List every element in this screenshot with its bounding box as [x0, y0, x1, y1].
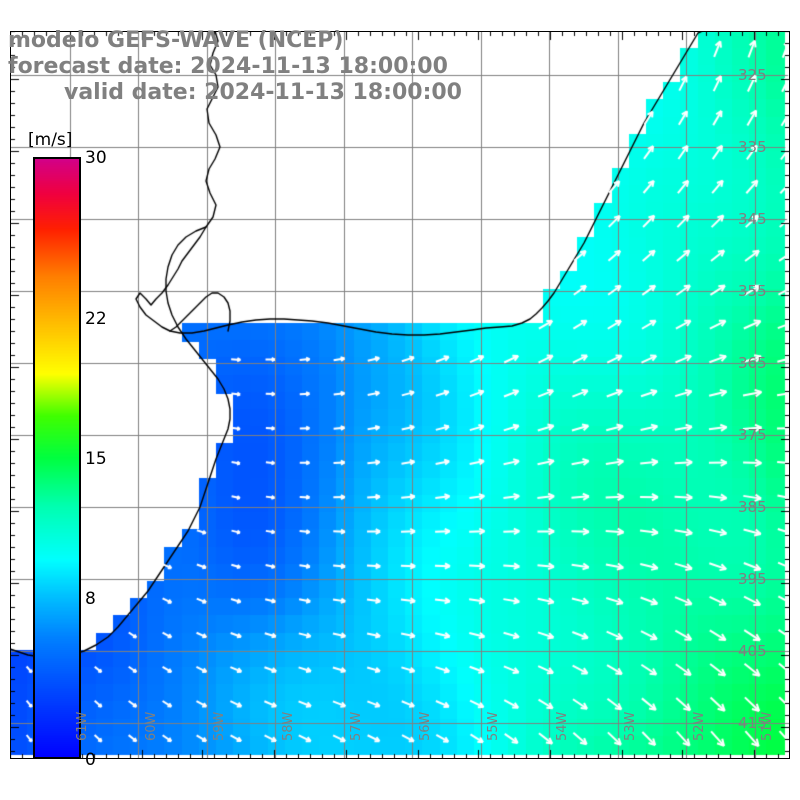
colorbar-frame [33, 157, 81, 759]
x-tick-61W: 61W [75, 711, 90, 741]
x-tick-60W: 60W [143, 711, 159, 741]
y-tick-415: 415 [738, 714, 767, 732]
plot-area[interactable] [10, 31, 790, 759]
x-tick-52W: 52W [691, 711, 707, 741]
x-tick-54W: 54W [554, 711, 570, 741]
colorbar[interactable] [33, 157, 81, 759]
colorbar-gradient [33, 157, 81, 759]
y-tick-385: 385 [738, 498, 767, 516]
y-tick-405: 405 [738, 642, 767, 660]
x-tick-56W: 56W [417, 711, 433, 741]
y-tick-375: 375 [738, 426, 767, 444]
y-tick-365: 365 [738, 354, 767, 372]
colorbar-tick-15: 15 [85, 449, 107, 469]
colorbar-tick-30: 30 [85, 148, 107, 168]
y-tick-325: 325 [738, 66, 767, 84]
colorbar-tick-0: 0 [85, 750, 96, 770]
y-tick-335: 335 [738, 138, 767, 156]
x-tick-55W: 55W [486, 711, 501, 741]
colorbar-tick-22: 22 [85, 308, 107, 329]
y-tick-355: 355 [738, 282, 767, 300]
x-tick-53W: 53W [623, 711, 638, 741]
x-tick-58W: 58W [280, 711, 296, 741]
y-tick-395: 395 [738, 570, 767, 588]
y-tick-345: 345 [738, 210, 767, 228]
x-tick-57W: 57W [349, 711, 364, 741]
x-tick-59W: 59W [212, 711, 227, 741]
wind-field-canvas[interactable] [10, 31, 790, 759]
colorbar-unit-label: [m/s] [28, 130, 73, 150]
colorbar-tick-8: 8 [85, 589, 96, 610]
